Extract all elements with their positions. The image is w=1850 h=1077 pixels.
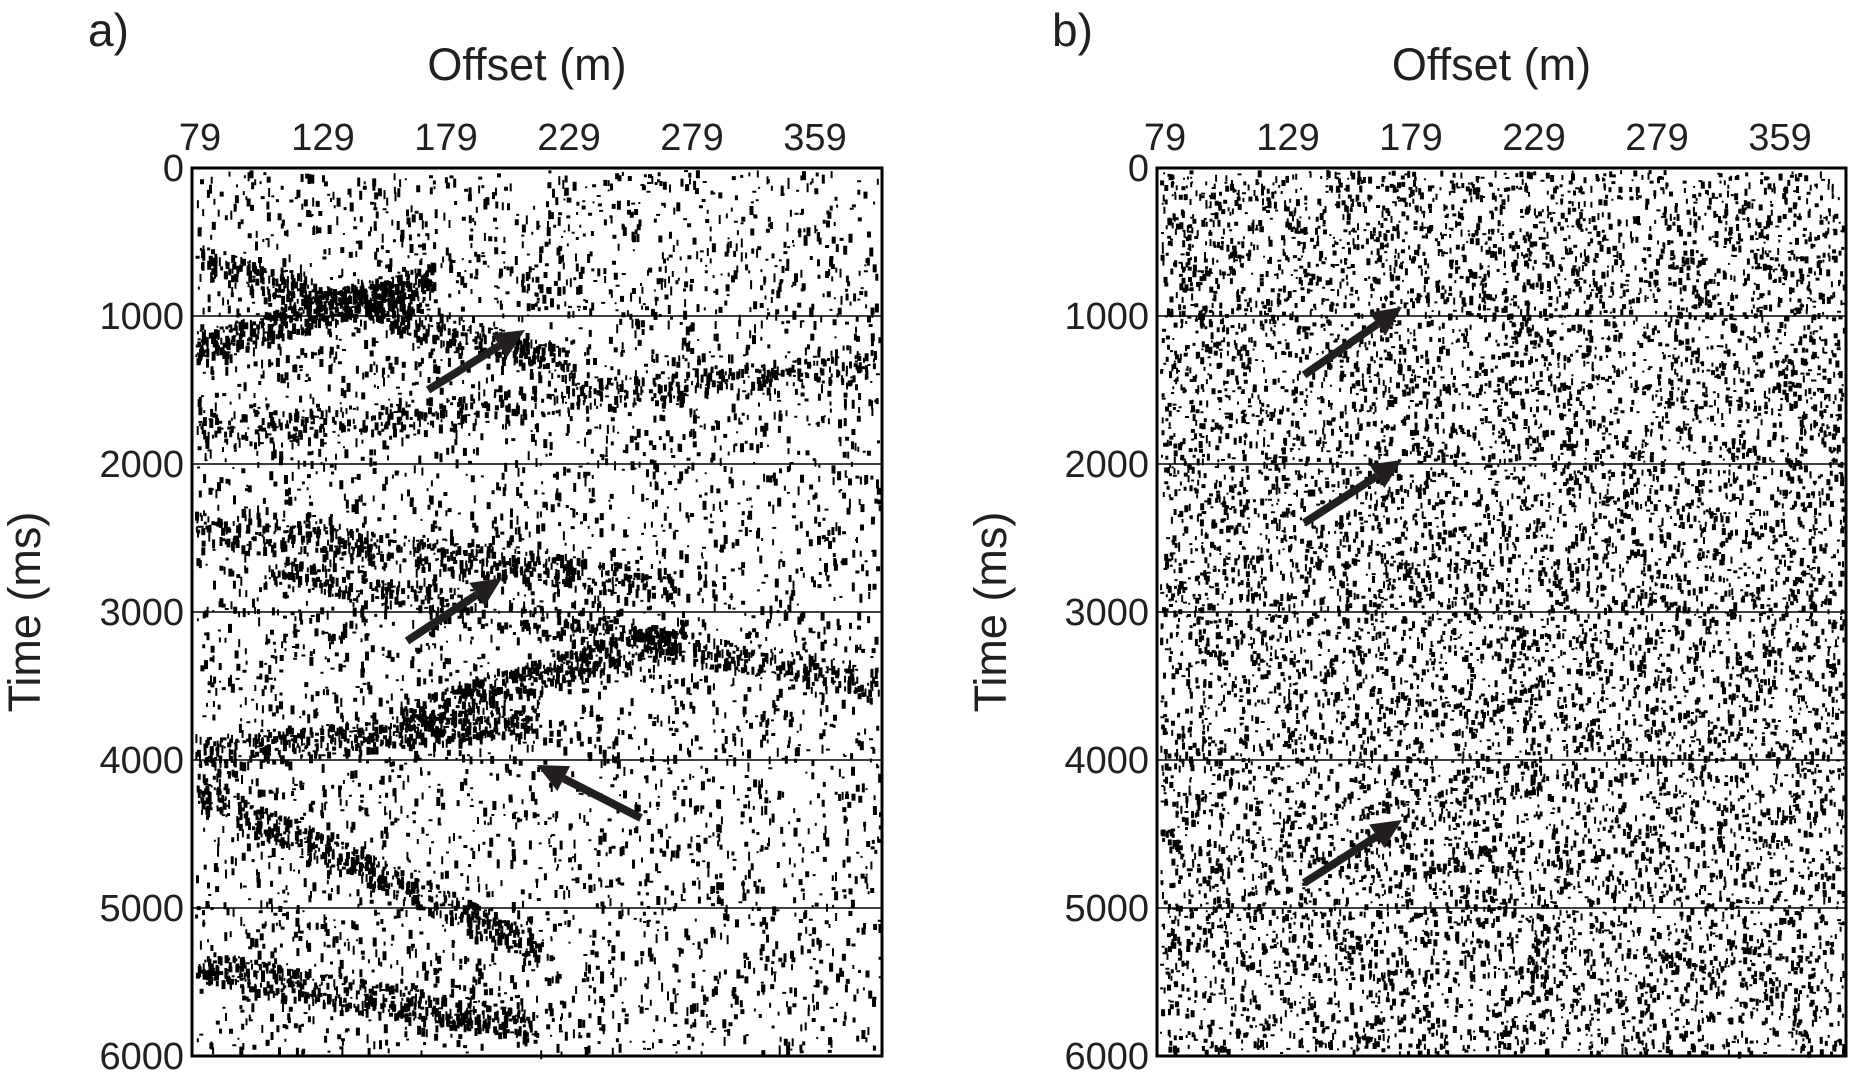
arrow-head <box>537 765 571 792</box>
y-tick-label: 6000 <box>1064 1036 1149 1072</box>
panel-label: a) <box>88 4 129 56</box>
y-tick-label: 6000 <box>99 1036 184 1072</box>
arrow-shaft <box>1301 832 1379 887</box>
arrow-shaft <box>1301 320 1380 379</box>
x-tick-label: 129 <box>291 117 354 159</box>
y-tick-label: 4000 <box>1064 740 1149 782</box>
y-tick-label: 2000 <box>99 444 184 486</box>
x-tick-label: 279 <box>660 117 723 159</box>
y-tick-label: 4000 <box>99 740 184 782</box>
arrow-head <box>1369 820 1402 848</box>
y-tick-label: 3000 <box>99 592 184 634</box>
y-axis-title: Time (ms) <box>965 512 1016 713</box>
arrow-shaft <box>1301 472 1379 527</box>
y-tick-label: 2000 <box>1064 444 1149 486</box>
arrow-head <box>492 330 525 358</box>
x-axis-title: Offset (m) <box>427 39 626 90</box>
x-tick-label: 229 <box>1502 117 1565 159</box>
noise-texture <box>1160 170 1847 1059</box>
noise-texture <box>195 170 882 1060</box>
x-tick-label: 279 <box>1625 117 1688 159</box>
panel: 0 1000 2000 3000 4000 5000 6000 79 129 179 229 279 3… <box>0 4 884 1077</box>
x-tick-label: 179 <box>414 117 477 159</box>
panel-label: b) <box>1052 4 1093 56</box>
y-tick-label: 3000 <box>1064 592 1149 634</box>
y-tick-label: 1000 <box>99 296 184 338</box>
y-tick-label: 0 <box>1128 148 1149 190</box>
plot-frame <box>1155 166 1848 1058</box>
arrow-shaft <box>425 342 502 394</box>
y-tick-label: 5000 <box>1064 888 1149 930</box>
x-tick-label: 79 <box>1144 117 1186 159</box>
y-axis-title: Time (ms) <box>0 512 50 713</box>
x-tick-label: 359 <box>783 117 846 159</box>
x-tick-label: 359 <box>1748 117 1811 159</box>
plot-frame <box>190 166 884 1058</box>
y-tick-label: 5000 <box>99 888 184 930</box>
x-tick-label: 79 <box>179 117 221 159</box>
panel: 0 1000 2000 3000 4000 5000 6000 79 129 179 229 279 3… <box>965 4 1848 1077</box>
x-axis-title: Offset (m) <box>1392 39 1591 90</box>
x-tick-label: 129 <box>1256 117 1319 159</box>
arrow-head <box>1369 460 1402 488</box>
x-tick-label: 229 <box>537 117 600 159</box>
arrow-head <box>1369 307 1402 336</box>
y-tick-label: 1000 <box>1064 296 1149 338</box>
arrow-shaft <box>561 775 643 822</box>
arrow-head <box>469 578 502 607</box>
y-tick-label: 0 <box>163 148 184 190</box>
arrow-shaft <box>404 591 480 645</box>
x-tick-label: 179 <box>1379 117 1442 159</box>
